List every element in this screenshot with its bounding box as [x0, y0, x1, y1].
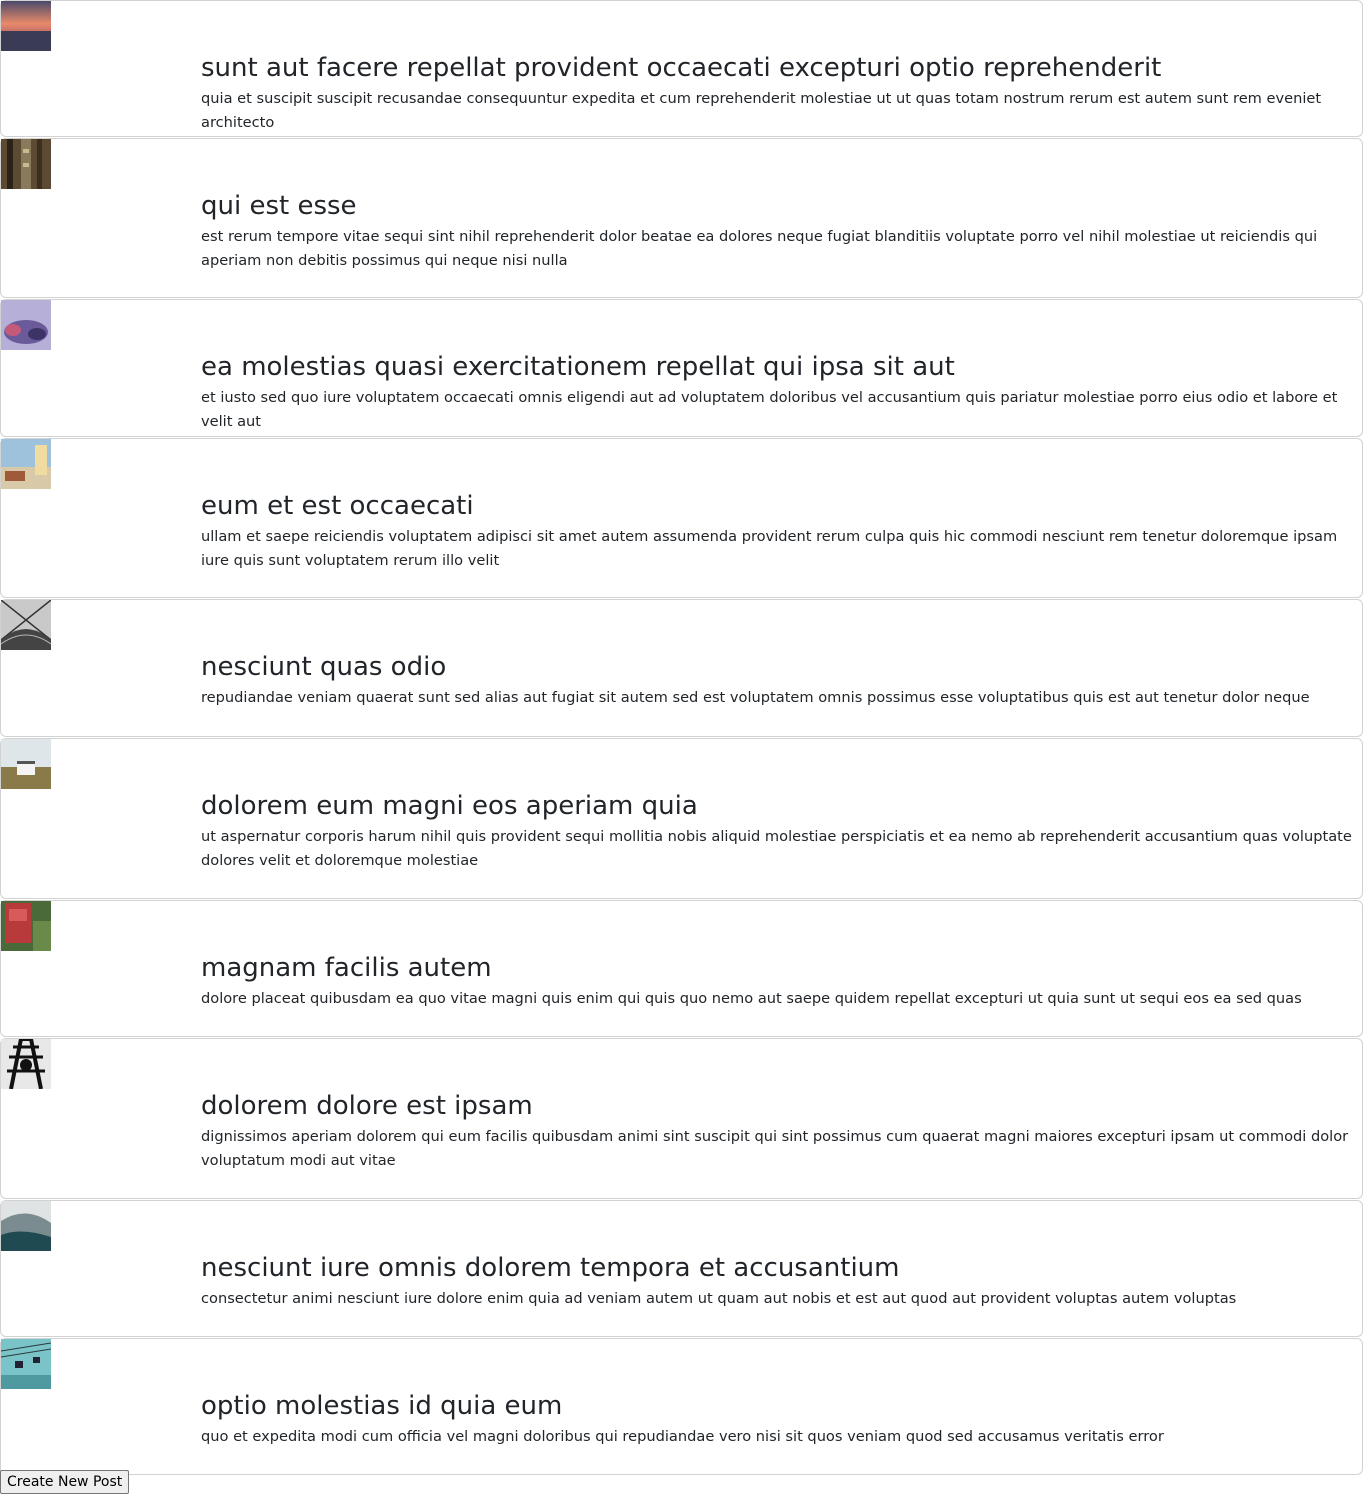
post-title: ea molestias quasi exercitationem repell… — [201, 352, 955, 382]
post-title: dolorem dolore est ipsam — [201, 1091, 533, 1121]
post-text: quia et suscipit suscipit recusandae con… — [201, 90, 1322, 131]
post-thumbnail-image — [1, 300, 51, 350]
post-title: nesciunt iure omnis dolorem tempora et a… — [201, 1253, 900, 1283]
post-thumbnail-image — [1, 600, 51, 650]
post-title: dolorem eum magni eos aperiam quia — [201, 791, 698, 821]
post-text: est rerum tempore vitae sequi sint nihil… — [201, 228, 1318, 269]
post-title: qui est esse — [201, 191, 357, 221]
post-title: optio molestias id quia eum — [201, 1391, 563, 1421]
post-body: qui est esse est rerum tempore vitae sequ… — [1, 139, 1362, 273]
post-card[interactable]: magnam facilis autem dolore placeat quibu… — [0, 900, 1363, 1037]
post-card[interactable]: nesciunt quas odio repudiandae veniam qua… — [0, 599, 1363, 737]
post-body: optio molestias id quia eum quo et expedi… — [1, 1339, 1362, 1449]
post-thumbnail-image — [1, 739, 51, 789]
post-body: sunt aut facere repellat provident occae… — [1, 1, 1362, 135]
post-card[interactable]: ea molestias quasi exercitationem repell… — [0, 299, 1363, 437]
post-thumbnail-image — [1, 139, 51, 189]
post-thumbnail-image — [1, 901, 51, 951]
post-text: ut aspernatur corporis harum nihil quis … — [201, 828, 1352, 869]
post-card[interactable]: qui est esse est rerum tempore vitae sequ… — [0, 138, 1363, 298]
post-card[interactable]: dolorem dolore est ipsam dignissimos aper… — [0, 1038, 1363, 1199]
post-body: nesciunt quas odio repudiandae veniam qua… — [1, 600, 1362, 710]
post-text: ullam et saepe reiciendis voluptatem adi… — [201, 528, 1338, 569]
post-thumbnail-image — [1, 1039, 51, 1089]
post-card[interactable]: eum et est occaecati ullam et saepe reici… — [0, 438, 1363, 598]
post-text: quo et expedita modi cum officia vel mag… — [201, 1428, 1164, 1445]
post-thumbnail-image — [1, 439, 51, 489]
post-card[interactable]: optio molestias id quia eum quo et expedi… — [0, 1338, 1363, 1475]
post-body: dolorem dolore est ipsam dignissimos aper… — [1, 1039, 1362, 1173]
post-body: dolorem eum magni eos aperiam quia ut asp… — [1, 739, 1362, 873]
post-text: repudiandae veniam quaerat sunt sed alia… — [201, 689, 1310, 706]
post-text: dignissimos aperiam dolorem qui eum faci… — [201, 1128, 1349, 1169]
post-thumbnail-image — [1, 1, 51, 51]
post-card[interactable]: sunt aut facere repellat provident occae… — [0, 0, 1363, 137]
post-text: consectetur animi nesciunt iure dolore e… — [201, 1290, 1237, 1307]
post-card[interactable]: nesciunt iure omnis dolorem tempora et a… — [0, 1200, 1363, 1337]
create-new-post-button[interactable]: Create New Post — [0, 1470, 130, 1494]
post-body: ea molestias quasi exercitationem repell… — [1, 300, 1362, 434]
post-title: sunt aut facere repellat provident occae… — [201, 53, 1162, 83]
post-body: nesciunt iure omnis dolorem tempora et a… — [1, 1201, 1362, 1311]
post-body: eum et est occaecati ullam et saepe reici… — [1, 439, 1362, 573]
post-thumbnail-image — [1, 1201, 51, 1251]
post-card[interactable]: dolorem eum magni eos aperiam quia ut asp… — [0, 738, 1363, 899]
post-text: et iusto sed quo iure voluptatem occaeca… — [201, 389, 1338, 430]
post-text: dolore placeat quibusdam ea quo vitae ma… — [201, 990, 1302, 1007]
post-body: magnam facilis autem dolore placeat quibu… — [1, 901, 1362, 1011]
post-thumbnail-image — [1, 1339, 51, 1389]
post-title: eum et est occaecati — [201, 491, 474, 521]
post-title: magnam facilis autem — [201, 953, 492, 983]
post-title: nesciunt quas odio — [201, 652, 447, 682]
